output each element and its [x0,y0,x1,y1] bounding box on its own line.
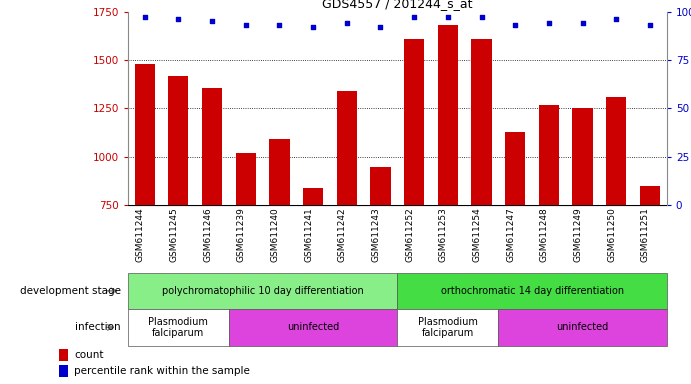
Text: orthochromatic 14 day differentiation: orthochromatic 14 day differentiation [440,286,624,296]
Point [611,16,622,22]
Text: development stage: development stage [20,286,121,296]
Text: polychromatophilic 10 day differentiation: polychromatophilic 10 day differentiatio… [162,286,363,296]
Text: GSM611248: GSM611248 [540,207,549,262]
Point [139,14,150,20]
Bar [640,186,660,205]
Text: uninfected: uninfected [556,322,609,333]
Text: GSM611244: GSM611244 [135,207,144,262]
Text: GSM611253: GSM611253 [439,207,448,262]
Point [375,24,386,30]
Text: GSM611252: GSM611252 [405,207,414,262]
Text: GSM611254: GSM611254 [473,207,482,262]
Text: Plasmodium
falciparum: Plasmodium falciparum [418,316,477,338]
Text: count: count [74,350,104,360]
Text: GSM611241: GSM611241 [304,207,313,262]
Text: GSM611242: GSM611242 [338,207,347,262]
Bar [397,273,667,309]
Text: GSM611246: GSM611246 [203,207,212,262]
Text: GSM611249: GSM611249 [574,207,583,262]
Bar [128,273,397,309]
Text: Plasmodium
falciparum: Plasmodium falciparum [149,316,208,338]
Text: GSM611245: GSM611245 [169,207,178,262]
Title: GDS4557 / 201244_s_at: GDS4557 / 201244_s_at [322,0,473,10]
Text: GSM611247: GSM611247 [507,207,515,262]
Point [408,14,419,20]
Bar [606,97,626,205]
Bar [135,64,155,205]
Text: percentile rank within the sample: percentile rank within the sample [74,366,250,376]
Bar [370,167,390,205]
Bar [168,76,189,205]
Bar [202,88,222,205]
Bar [572,109,593,205]
Text: GSM611243: GSM611243 [372,207,381,262]
Point [207,18,218,24]
Bar [269,139,290,205]
Bar [498,309,667,346]
Point [577,20,588,26]
Bar [471,39,491,205]
Point [645,22,656,28]
Text: GSM611239: GSM611239 [237,207,246,262]
Point [442,14,453,20]
Text: GSM611251: GSM611251 [641,207,650,262]
Point [173,16,184,22]
Text: GSM611240: GSM611240 [270,207,279,262]
Bar [397,309,498,346]
Text: uninfected: uninfected [287,322,339,333]
Bar [438,25,458,205]
Bar [236,153,256,205]
Bar [59,365,68,377]
Bar [128,309,229,346]
Bar [303,188,323,205]
Bar [59,349,68,361]
Point [307,24,319,30]
Bar [229,309,397,346]
Point [274,22,285,28]
Text: infection: infection [75,322,121,333]
Bar [539,104,559,205]
Point [476,14,487,20]
Text: GSM611250: GSM611250 [607,207,616,262]
Point [240,22,252,28]
Point [543,20,554,26]
Bar [505,132,525,205]
Point [510,22,521,28]
Bar [404,39,424,205]
Point [341,20,352,26]
Bar [337,91,357,205]
